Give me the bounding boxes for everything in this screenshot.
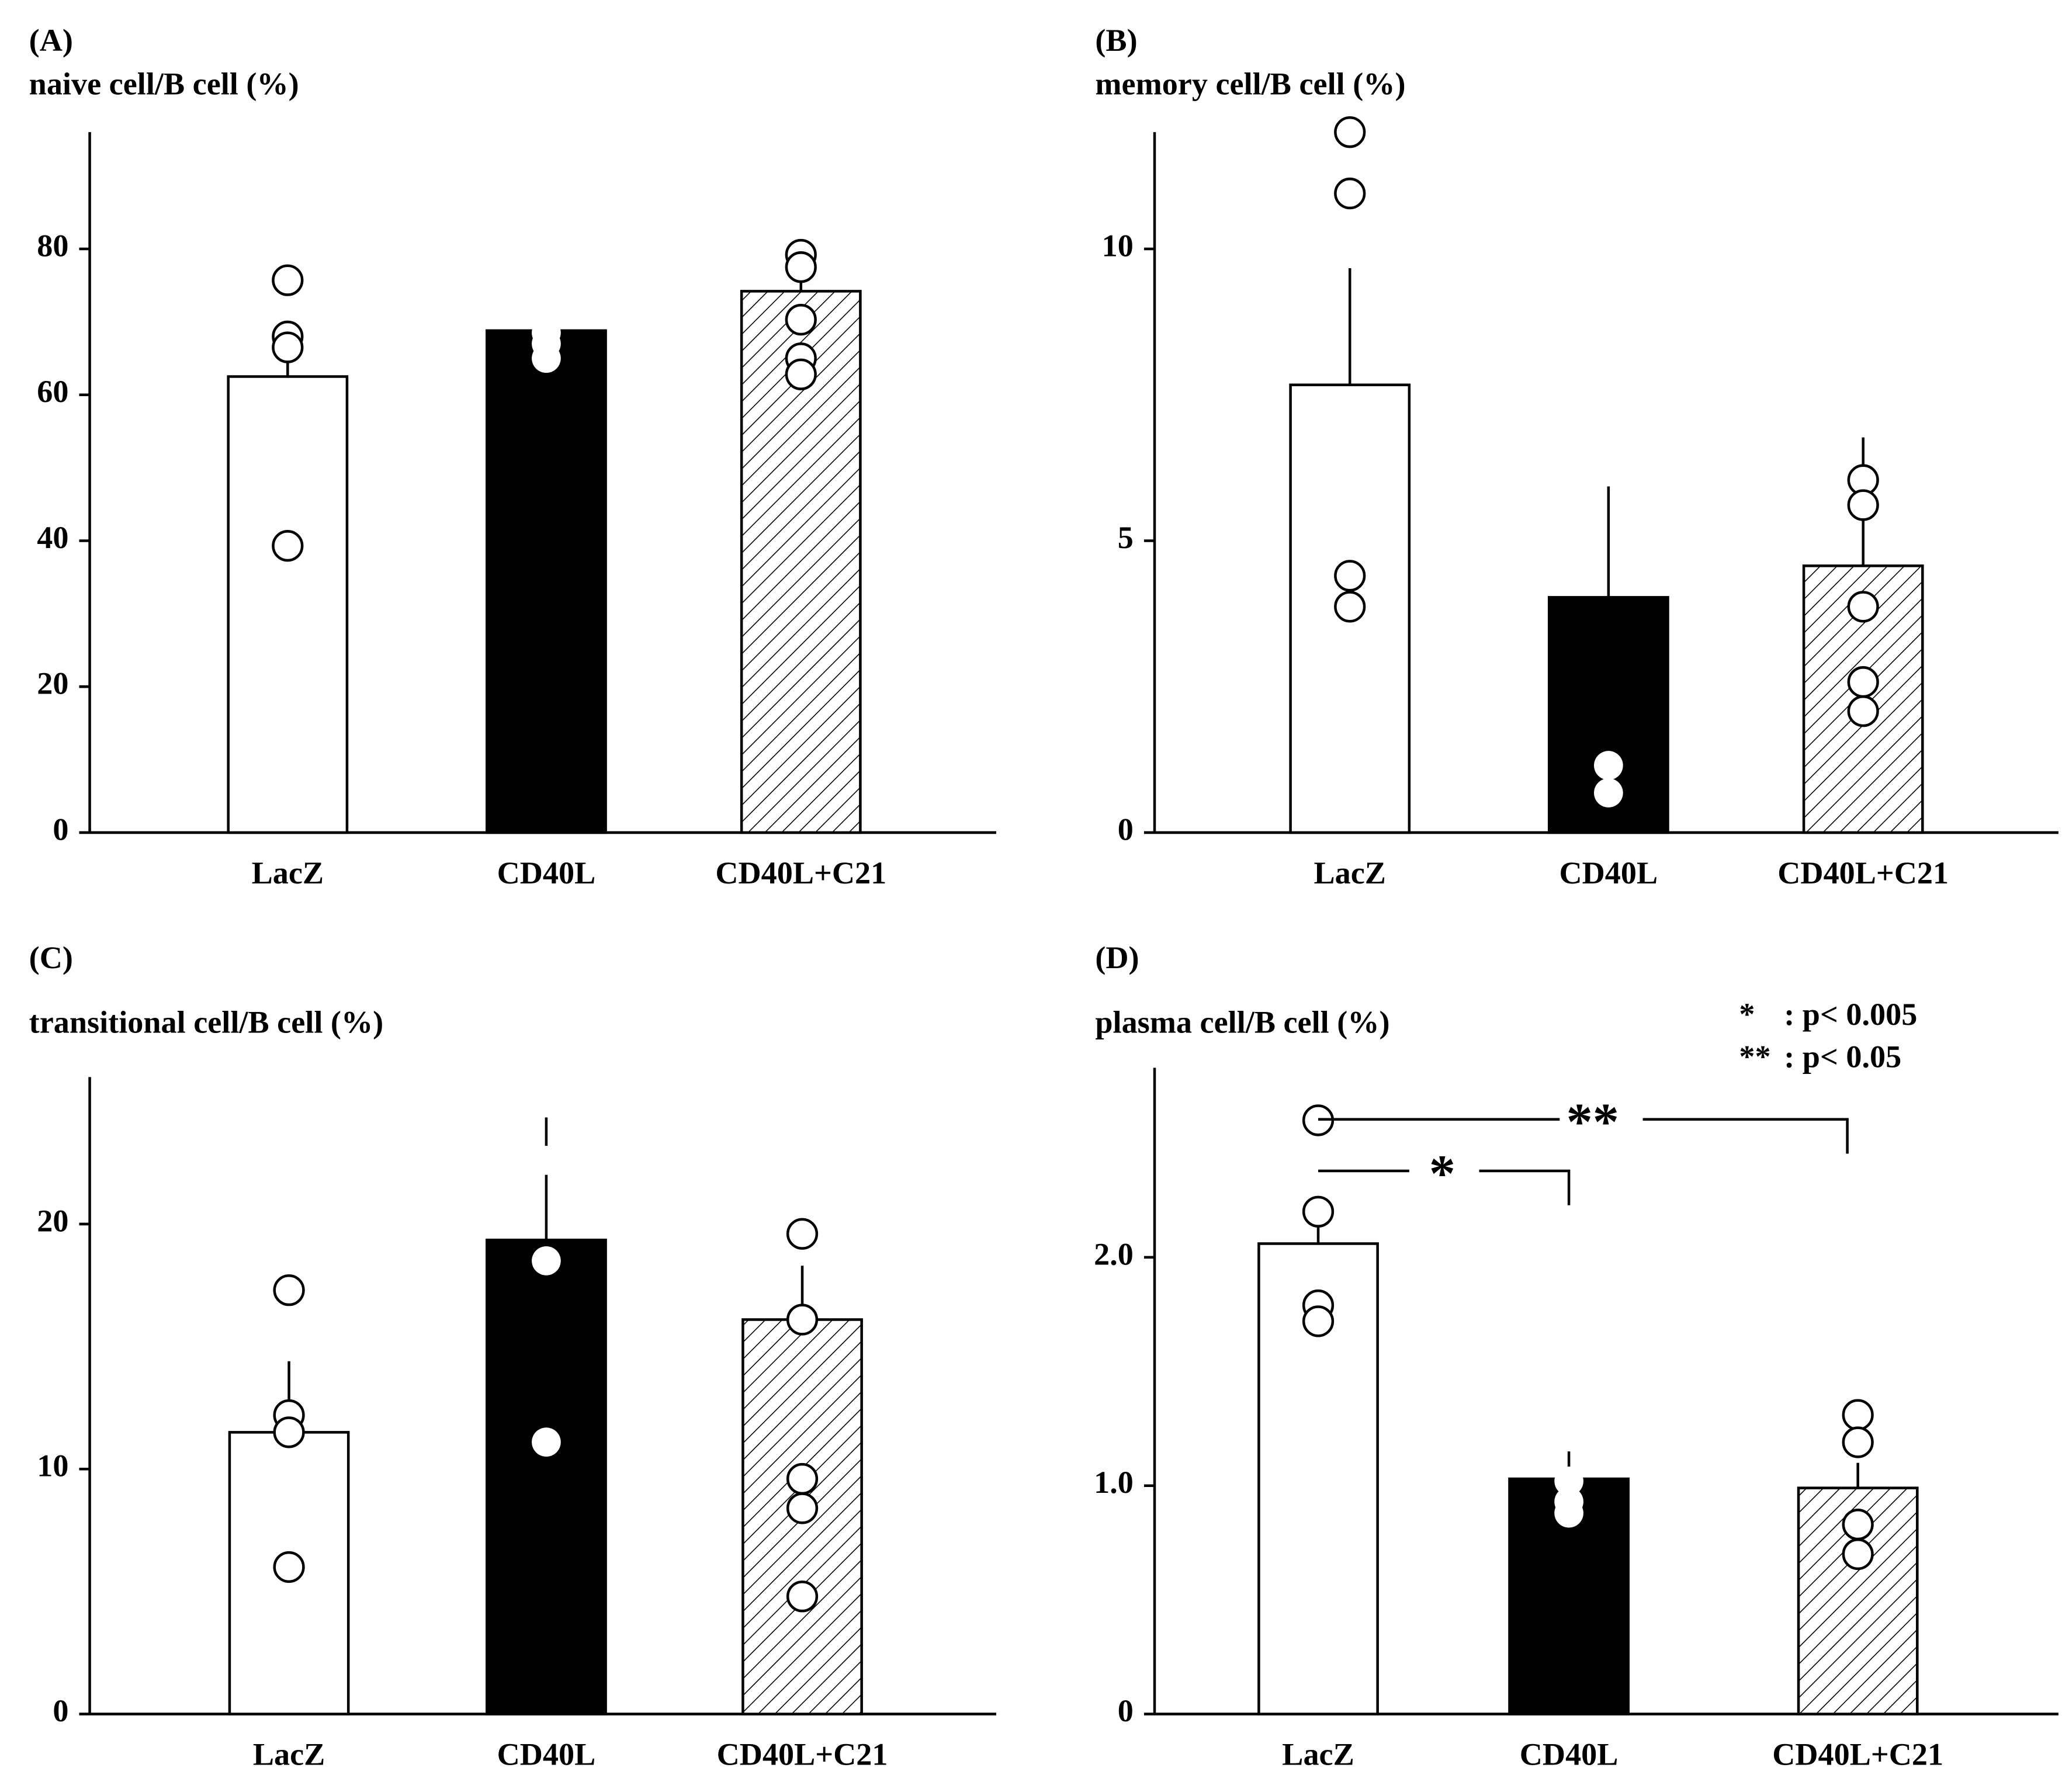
data-point: [1594, 396, 1623, 426]
y-tick-label: 60: [37, 374, 68, 409]
bar: [486, 1238, 607, 1715]
legend-label: : p< 0.005: [1784, 997, 1917, 1032]
data-point: [1334, 177, 1366, 210]
x-tick-label: CD40L+C21: [1772, 1737, 1943, 1772]
x-tick-label: CD40L: [1520, 1737, 1619, 1772]
y-tick-label: 0: [53, 1693, 68, 1728]
x-tick-label: LacZ: [253, 1737, 325, 1772]
significance-bracket: [1318, 1118, 1849, 1154]
data-point: [1334, 560, 1366, 592]
bar: [227, 375, 349, 834]
data-point: [1847, 695, 1879, 727]
data-point: [532, 1427, 561, 1457]
panel-label: (C): [29, 940, 73, 975]
significance-mark: *: [1429, 1143, 1455, 1202]
x-tick-label: CD40L: [497, 855, 596, 890]
data-point: [1302, 1305, 1335, 1337]
data-point: [532, 344, 561, 373]
y-tick-label: 5: [1118, 520, 1134, 555]
data-point: [532, 1146, 561, 1175]
bar: [1289, 383, 1411, 834]
data-point: [1842, 1426, 1874, 1458]
data-point: [273, 1551, 305, 1583]
y-tick-label: 20: [37, 666, 68, 701]
y-tick-label: 0: [1118, 1693, 1134, 1728]
bar: [741, 1318, 863, 1715]
y-tick-label: 10: [37, 1448, 68, 1483]
data-point: [786, 1304, 819, 1336]
legend-label: : p< 0.05: [1784, 1039, 1901, 1074]
data-point: [785, 303, 817, 336]
data-point: [1554, 1467, 1583, 1496]
y-tick-label: 1.0: [1094, 1465, 1134, 1500]
data-point: [785, 358, 817, 390]
significance-mark: **: [1567, 1092, 1619, 1151]
legend-symbol: *: [1739, 997, 1755, 1032]
data-point: [532, 1246, 561, 1275]
y-tick-label: 0: [1118, 812, 1134, 847]
x-tick-label: CD40L: [1559, 855, 1658, 890]
data-point: [1594, 361, 1623, 390]
data-point: [1554, 1498, 1583, 1528]
data-point: [1594, 751, 1623, 780]
data-point: [272, 331, 304, 363]
x-tick-label: CD40L: [497, 1737, 596, 1772]
significance-bracket: [1318, 1169, 1571, 1205]
data-point: [272, 530, 304, 562]
data-point: [786, 1492, 819, 1524]
bar: [486, 329, 607, 834]
data-point: [273, 1274, 305, 1306]
data-point: [1334, 116, 1366, 148]
data-point: [1847, 591, 1879, 623]
data-point: [532, 1052, 561, 1082]
axis-title: plasma cell/B cell (%): [1095, 1005, 1389, 1040]
data-point: [1847, 489, 1879, 521]
x-tick-label: CD40L+C21: [1777, 855, 1949, 890]
data-point: [1842, 1509, 1874, 1541]
data-point: [785, 251, 817, 283]
data-point: [532, 279, 561, 309]
y-tick-label: 0: [53, 812, 68, 847]
data-point: [786, 1462, 819, 1495]
legend-symbol: **: [1739, 1039, 1770, 1074]
data-point: [272, 264, 304, 296]
data-point: [786, 1218, 819, 1250]
y-tick-label: 2.0: [1094, 1236, 1134, 1271]
data-point: [1594, 778, 1623, 807]
x-tick-label: LacZ: [252, 855, 324, 890]
x-tick-label: CD40L+C21: [715, 855, 886, 890]
axis-title: naive cell/B cell (%): [29, 67, 299, 102]
panel-label: (B): [1095, 23, 1137, 58]
axis-title: memory cell/B cell (%): [1095, 67, 1405, 102]
data-point: [1847, 666, 1879, 698]
panel-label: (D): [1095, 940, 1139, 975]
x-tick-label: CD40L+C21: [717, 1737, 888, 1772]
data-point: [1842, 1538, 1874, 1571]
panel-label: (A): [29, 23, 73, 58]
data-point: [786, 1580, 819, 1613]
data-point: [1554, 1418, 1583, 1448]
y-tick-label: 80: [37, 228, 68, 263]
x-tick-label: LacZ: [1314, 855, 1386, 890]
data-point: [1334, 591, 1366, 623]
data-point: [1842, 1399, 1874, 1431]
data-point: [273, 1416, 305, 1448]
y-tick-label: 10: [1102, 228, 1134, 263]
data-point: [1302, 1195, 1335, 1228]
axis-title: transitional cell/B cell (%): [29, 1005, 384, 1040]
y-tick-label: 40: [37, 520, 68, 555]
y-tick-label: 20: [37, 1203, 68, 1238]
x-tick-label: LacZ: [1282, 1737, 1354, 1772]
